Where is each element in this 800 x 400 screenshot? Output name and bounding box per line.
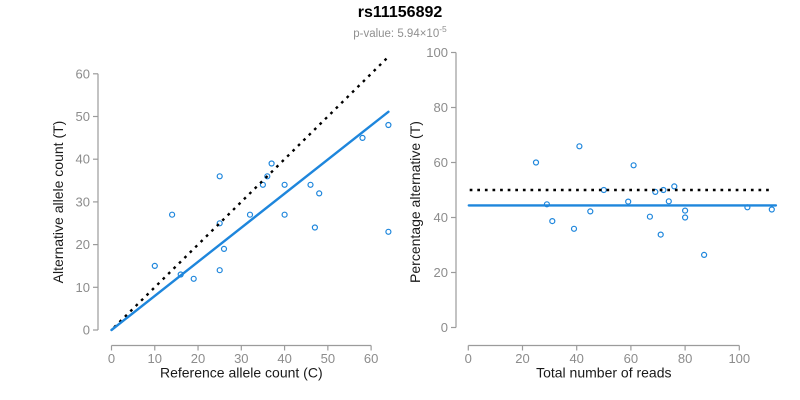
x-tick-label: 50 — [321, 351, 335, 366]
x-tick-label: 10 — [148, 351, 162, 366]
x-tick-label: 0 — [465, 351, 472, 366]
data-point — [768, 206, 775, 213]
left-y-axis-title: Alternative allele count (T) — [50, 121, 66, 284]
left-x-axis-title: Reference allele count (C) — [160, 365, 323, 381]
data-point — [316, 190, 323, 197]
left-points — [151, 121, 392, 282]
x-tick-label: 30 — [234, 351, 248, 366]
data-point — [665, 198, 672, 205]
data-point — [359, 134, 366, 141]
x-tick-label: 60 — [364, 351, 378, 366]
y-tick-label: 30 — [76, 194, 90, 209]
data-point — [532, 159, 540, 166]
left-plot: 0 10 20 30 40 50 60 0 10 20 30 40 50 60 Reference alle… — [50, 55, 392, 381]
x-tick-label: 20 — [515, 351, 529, 366]
data-point — [385, 228, 392, 235]
y-tick-label: 20 — [76, 237, 90, 252]
data-point — [190, 275, 197, 282]
data-point — [652, 188, 659, 195]
right-x-axis-title: Total number of reads — [536, 365, 671, 381]
x-tick-label: 60 — [624, 351, 638, 366]
data-point — [549, 218, 556, 225]
right-plot: 0 20 40 60 80 100 0 20 40 60 80 100 Total number of … — [407, 45, 778, 381]
y-tick-label: 50 — [76, 109, 90, 124]
data-point — [681, 207, 689, 214]
x-tick-label: 40 — [569, 351, 583, 366]
y-tick-label: 80 — [434, 100, 448, 115]
data-point — [246, 211, 254, 218]
data-point — [385, 121, 392, 129]
pvalue-subtitle: p-value: 5.94×10-5 — [0, 23, 800, 41]
pvalue-exponent: -5 — [439, 24, 447, 34]
y-tick-label: 40 — [76, 152, 90, 167]
x-tick-label: 100 — [728, 351, 750, 366]
data-point — [307, 181, 314, 188]
data-point — [220, 245, 228, 252]
plot-title: rs11156892 — [357, 4, 443, 21]
right-y-axis-title: Percentage alternative (T) — [407, 121, 423, 283]
y-tick-label: 20 — [434, 265, 448, 280]
y-tick-label: 0 — [83, 323, 90, 338]
data-point — [630, 162, 637, 169]
data-point — [281, 211, 288, 218]
y-tick-label: 40 — [434, 210, 448, 225]
y-tick-label: 10 — [76, 280, 90, 295]
data-point — [646, 213, 654, 220]
x-tick-label: 80 — [678, 351, 692, 366]
data-point — [281, 181, 288, 188]
y-tick-label: 60 — [434, 155, 448, 170]
y-tick-label: 60 — [76, 66, 90, 81]
data-point — [587, 208, 594, 215]
data-point — [216, 220, 223, 227]
data-point — [576, 143, 583, 150]
data-point — [671, 183, 678, 190]
data-point — [259, 181, 266, 188]
data-point — [169, 211, 176, 218]
pvalue-text: p-value: 5.94×10 — [353, 27, 440, 40]
data-point — [216, 173, 223, 180]
data-point — [216, 267, 223, 274]
data-point — [570, 225, 578, 232]
x-tick-label: 20 — [191, 351, 205, 366]
data-point — [264, 173, 271, 180]
data-point — [268, 160, 275, 167]
identity-line — [113, 55, 390, 329]
regression-line — [110, 110, 390, 332]
data-point — [600, 186, 607, 194]
data-point — [657, 231, 664, 238]
y-tick-label: 100 — [426, 45, 448, 60]
data-point — [625, 198, 632, 205]
x-tick-label: 0 — [108, 351, 115, 366]
data-point — [681, 214, 689, 221]
right-points — [532, 143, 775, 258]
data-point — [700, 251, 708, 258]
data-point — [311, 224, 318, 231]
figure-header: rs11156892 p-value: 5.94×10-5 — [0, 4, 800, 41]
data-point — [151, 262, 158, 269]
y-tick-label: 0 — [441, 320, 448, 335]
x-tick-label: 40 — [277, 351, 291, 366]
